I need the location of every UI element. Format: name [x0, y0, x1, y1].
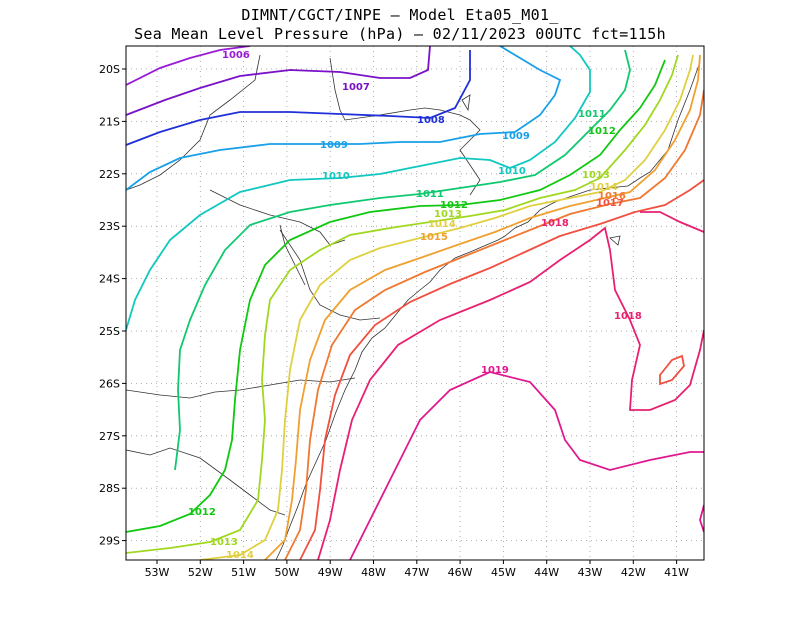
y-tick-label-26S: 26S	[99, 377, 120, 390]
label-1011-a: 1011	[416, 189, 444, 200]
isobar-1010	[126, 46, 591, 331]
isobars	[126, 46, 704, 560]
isobar-1019-east	[699, 504, 704, 533]
isobar-1017	[299, 179, 704, 560]
isobar-1007	[126, 46, 431, 116]
isobar-1012	[126, 59, 666, 533]
contour-labels: 1006 1007 1008 1009 1009 1010 1010 1011 …	[188, 50, 642, 561]
x-tick-label-45W: 45W	[491, 566, 516, 579]
label-1011-b: 1011	[578, 109, 606, 120]
map-frame	[125, 45, 705, 561]
coastline-path	[275, 61, 701, 560]
label-1006: 1006	[222, 50, 250, 61]
label-1019: 1019	[481, 365, 509, 376]
label-1014-b: 1014	[590, 182, 618, 193]
label-1017: 1017	[596, 198, 624, 209]
grid-lines	[126, 46, 704, 560]
y-tick-label-21S: 21S	[99, 115, 120, 128]
chart-title-line2: Sea Mean Level Pressure (hPa) – 02/11/20…	[134, 25, 666, 43]
state-border-2	[126, 54, 261, 191]
river-1	[279, 224, 306, 286]
label-1014-c: 1014	[226, 550, 254, 561]
y-tick-label-28S: 28S	[99, 482, 120, 495]
isobar-1019	[349, 371, 704, 560]
label-1010-a: 1010	[322, 171, 350, 182]
y-tick-label-24S: 24S	[99, 273, 120, 286]
x-tick-label-44W: 44W	[534, 566, 559, 579]
x-tick-label-48W: 48W	[361, 566, 386, 579]
isobar-1011	[174, 49, 631, 471]
label-1014-a: 1014	[428, 219, 456, 230]
isobar-1016	[284, 89, 704, 560]
x-tick-label-47W: 47W	[404, 566, 429, 579]
x-tick-label-51W: 51W	[231, 566, 256, 579]
x-tick-label-50W: 50W	[274, 566, 299, 579]
label-1013-b: 1013	[582, 170, 610, 181]
y-tick-label-29S: 29S	[99, 535, 120, 548]
x-tick-label-41W: 41W	[664, 566, 689, 579]
island-1	[461, 94, 471, 112]
isobar-1009	[126, 46, 562, 191]
x-tick-label-42W: 42W	[621, 566, 646, 579]
label-1013-a: 1013	[434, 209, 462, 220]
x-tick-label-43W: 43W	[578, 566, 603, 579]
isobar-1014	[199, 54, 694, 560]
x-tick-label-46W: 46W	[448, 566, 473, 579]
chart-title-line1: DIMNT/CGCT/INPE – Model Eta05_M01_	[241, 6, 559, 24]
isobar-1015	[264, 54, 701, 560]
isobar-1006	[126, 46, 251, 86]
y-tick-label-27S: 27S	[99, 430, 120, 443]
label-1007: 1007	[342, 82, 370, 93]
label-1018-a: 1018	[541, 218, 569, 229]
y-tick-label-25S: 25S	[99, 325, 120, 338]
label-1012-b: 1012	[588, 126, 616, 137]
island-2	[609, 235, 621, 246]
label-1016: 1016	[598, 191, 626, 202]
isobar-1018	[317, 226, 704, 560]
y-axis-ticks: 20S 21S 22S 23S 24S 25S 26S 27S 28S 29S	[99, 63, 126, 548]
isobar-1013	[126, 54, 679, 554]
state-border-4	[279, 229, 381, 321]
y-tick-label-22S: 22S	[99, 168, 120, 181]
y-tick-label-23S: 23S	[99, 220, 120, 233]
label-1015: 1015	[420, 232, 448, 243]
state-border-6	[126, 447, 286, 516]
x-tick-label-53W: 53W	[145, 566, 170, 579]
isobar-1018-closed	[659, 354, 685, 386]
label-1009-b: 1009	[502, 131, 530, 142]
label-1012-a: 1012	[440, 200, 468, 211]
label-1013-c: 1013	[210, 537, 238, 548]
label-1018-b: 1018	[614, 311, 642, 322]
label-1010-b: 1010	[498, 166, 526, 177]
y-tick-label-20S: 20S	[99, 63, 120, 76]
x-tick-label-49W: 49W	[318, 566, 343, 579]
label-1012-c: 1012	[188, 507, 216, 518]
x-axis-ticks: 53W 52W 51W 50W 49W 48W 47W 46W 45W 44W 43W 42W 41W	[145, 560, 689, 579]
label-1009-a: 1009	[320, 140, 348, 151]
label-1008: 1008	[417, 115, 445, 126]
x-tick-label-52W: 52W	[188, 566, 213, 579]
isobar-1018-east	[640, 211, 704, 233]
isobar-1008	[126, 50, 471, 146]
